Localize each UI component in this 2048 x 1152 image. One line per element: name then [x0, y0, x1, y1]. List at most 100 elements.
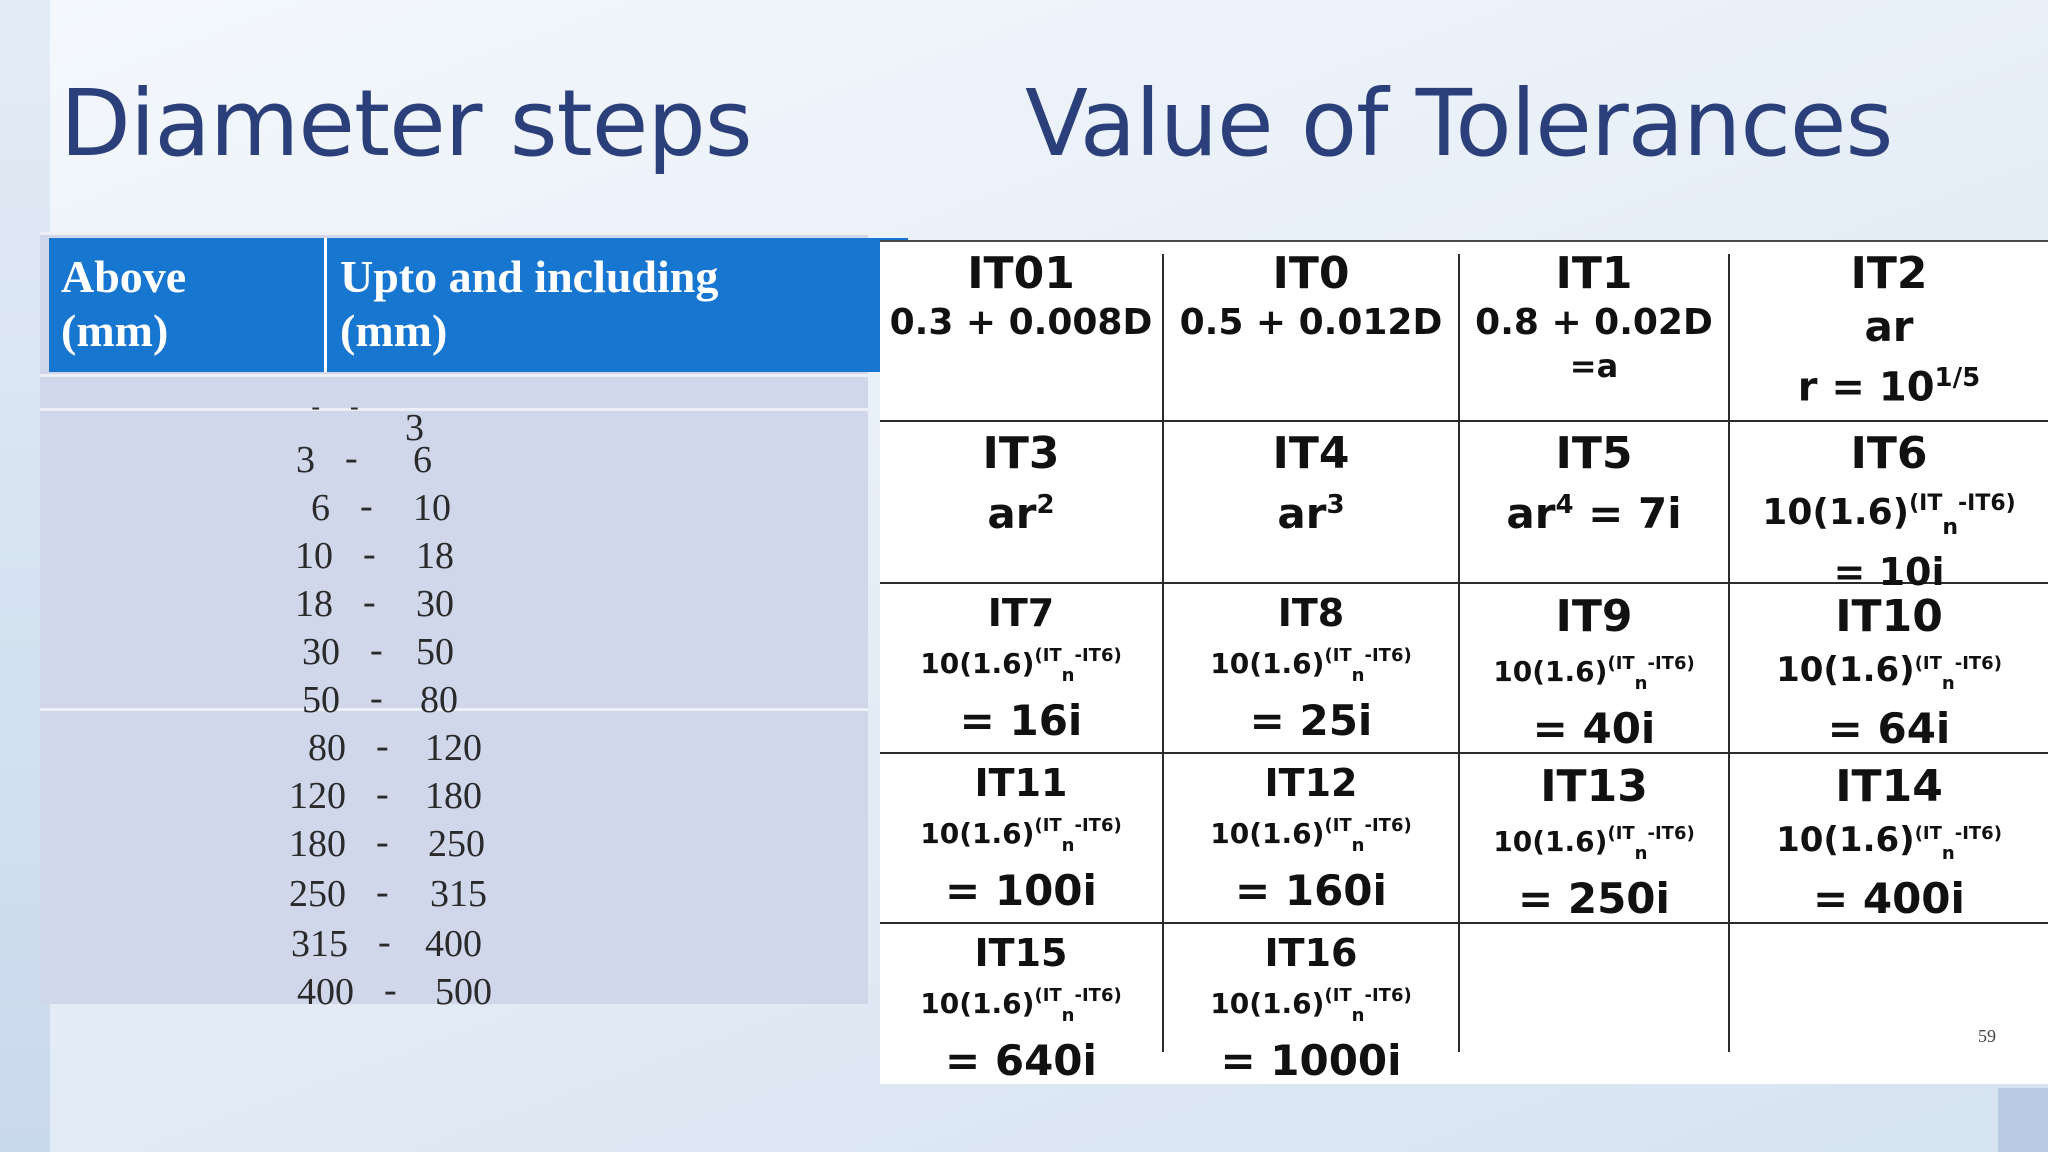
table-row: 18-30 — [40, 581, 868, 626]
formula-base: 10(1.6) — [920, 817, 1035, 850]
grade-formula-exponent: 2 — [1036, 490, 1055, 520]
formula-sup-a: (IT — [1909, 491, 1943, 516]
formula-sup-b: -IT6) — [1954, 653, 2002, 674]
formula-sup-a: (IT — [1607, 653, 1635, 674]
formula-sup-a: (IT — [1034, 985, 1062, 1006]
table-row: 250-315 — [40, 871, 868, 916]
formula-sup-a: (IT — [1324, 815, 1352, 836]
grade-name: IT0 — [1272, 248, 1350, 299]
grade-name: IT15 — [974, 931, 1068, 975]
title-value-of-tolerances: Value of Tolerances — [1025, 70, 1893, 177]
page-number: 59 — [1978, 1026, 1996, 1046]
grade-cell: IT8 10(1.6)(ITn-IT6) = 25i — [1164, 590, 1458, 746]
upto-value: 80 — [420, 679, 458, 721]
header-upto-line1: Upto and including — [340, 251, 719, 302]
grade-cell: IT9 10(1.6)(ITn-IT6) = 40i — [1460, 590, 1728, 754]
grade-value: = 400i — [1813, 874, 1965, 923]
formula-sup-b: -IT6) — [1074, 815, 1122, 836]
grade-cell-it1: IT1 0.8 + 0.02D =a — [1460, 248, 1728, 386]
grade-formula-line2: =a — [1569, 347, 1619, 385]
header-upto-line2: (mm) — [340, 305, 448, 356]
formula-base: 10(1.6) — [1762, 492, 1910, 533]
grade-formula: ar — [1864, 302, 1914, 351]
upto-value: 180 — [425, 775, 482, 817]
grade-formula-line2: r = 101/5 — [1730, 354, 2048, 411]
formula-sub: n — [1942, 515, 1958, 540]
grid-line — [880, 752, 2048, 754]
grade-name: IT1 — [1555, 248, 1633, 299]
formula-sup-a: (IT — [1914, 653, 1942, 674]
header-above: Above (mm) — [49, 238, 327, 372]
above-value: 315 — [291, 923, 348, 965]
grid-line — [1458, 254, 1460, 1052]
grade-value: = 40i — [1532, 704, 1656, 753]
formula-base: 10(1.6) — [1210, 987, 1325, 1020]
formula-sup-b: -IT6) — [1647, 653, 1695, 674]
grade-formula-text: r = 10 — [1797, 364, 1935, 411]
grade-cell: IT16 10(1.6)(ITn-IT6) = 1000i — [1164, 930, 1458, 1084]
formula-sup-a: (IT — [1914, 823, 1942, 844]
grade-name: IT12 — [1264, 761, 1358, 805]
upto-value: 10 — [413, 487, 451, 529]
grade-formula: 0.8 + 0.02D — [1475, 302, 1713, 343]
upto-value: 500 — [435, 971, 492, 1013]
formula-sup-b: -IT6) — [1364, 645, 1412, 666]
upto-value: 6 — [413, 439, 432, 481]
formula-base: 10(1.6) — [920, 987, 1035, 1020]
grade-formula: 10(1.6)(ITn-IT6) — [1164, 976, 1458, 1036]
grade-formula: 10(1.6)(ITn-IT6) — [1460, 644, 1728, 704]
grid-line — [880, 420, 2048, 422]
table-row: 315-400 — [40, 921, 868, 966]
formula-sub: n — [1351, 665, 1365, 686]
grade-formula-exponent: 1/5 — [1934, 363, 1981, 393]
title-diameter-steps: Diameter steps — [60, 70, 753, 177]
grid-line — [880, 240, 2048, 242]
grade-formula: 10(1.6)(ITn-IT6) — [1164, 636, 1458, 696]
grade-cell-it5: IT5 ar4 = 7i — [1460, 428, 1728, 539]
grade-formula: 0.5 + 0.012D — [1179, 302, 1443, 343]
header-upto: Upto and including (mm) — [327, 238, 908, 372]
grid-line — [1728, 254, 1730, 1052]
grade-cell: IT7 10(1.6)(ITn-IT6) = 16i — [880, 590, 1162, 746]
above-value: 50 — [302, 679, 340, 721]
grade-name: IT4 — [1272, 428, 1350, 479]
range-dash: - — [378, 921, 391, 963]
formula-sup-a: (IT — [1607, 823, 1635, 844]
grade-formula: 10(1.6)(ITn-IT6) — [880, 636, 1162, 696]
grade-name: IT7 — [987, 591, 1055, 635]
grade-formula: 10(1.6)(ITn-IT6) — [880, 976, 1162, 1036]
grade-name: IT5 — [1555, 428, 1633, 479]
above-value: 180 — [289, 823, 346, 865]
formula-sup-a: (IT — [1324, 645, 1352, 666]
formula-base: 10(1.6) — [1776, 650, 1915, 690]
formula-sup-b: -IT6) — [1074, 645, 1122, 666]
grade-value: = 250i — [1518, 874, 1670, 923]
grade-name: IT16 — [1264, 931, 1358, 975]
range-dash: - — [370, 677, 383, 719]
table-top-line — [40, 232, 868, 235]
grade-cell: IT12 10(1.6)(ITn-IT6) = 160i — [1164, 760, 1458, 916]
table-row: 80-120 — [40, 725, 868, 770]
grade-value: = 25i — [1249, 696, 1373, 745]
grade-formula-rest: = 7i — [1573, 489, 1682, 538]
range-dash: - — [350, 392, 359, 421]
grade-formula-text: ar — [987, 489, 1037, 538]
grade-formula: ar2 — [880, 480, 1162, 539]
formula-base: 10(1.6) — [1493, 825, 1608, 858]
grade-formula: 10(1.6)(ITn-IT6) — [880, 806, 1162, 866]
upto-value: 18 — [416, 535, 454, 577]
formula-sup-b: -IT6) — [1954, 823, 2002, 844]
range-dash: - — [345, 437, 358, 479]
grade-formula: 0.3 + 0.008D — [889, 302, 1153, 343]
table-row: 400-500 — [40, 969, 868, 1014]
range-dash: - — [363, 533, 376, 575]
grade-name: IT2 — [1850, 248, 1928, 299]
table-row: 10-18 — [40, 533, 868, 578]
grade-cell: IT11 10(1.6)(ITn-IT6) = 100i — [880, 760, 1162, 916]
table-row: 120-180 — [40, 773, 868, 818]
grid-line — [880, 582, 2048, 584]
above-value: 30 — [302, 631, 340, 673]
range-dash: - — [376, 773, 389, 815]
grade-formula-exponent: 4 — [1555, 490, 1574, 520]
formula-sub: n — [1061, 835, 1075, 856]
